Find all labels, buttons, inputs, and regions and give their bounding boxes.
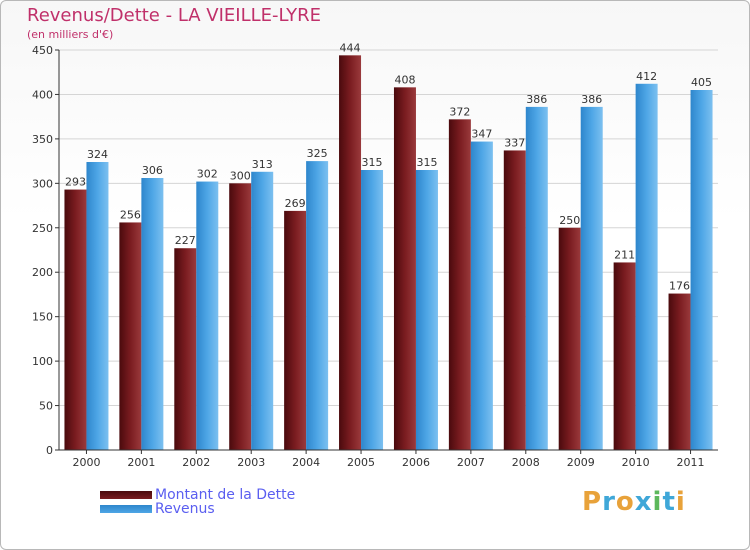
bar-revenus: [86, 162, 109, 450]
data-label-revenus: 325: [307, 147, 328, 160]
bar-revenus: [196, 181, 219, 451]
data-label-dette: 293: [65, 176, 86, 189]
y-tick-label: 50: [39, 400, 53, 413]
data-label-revenus: 347: [471, 128, 492, 141]
bar-dette: [174, 248, 197, 450]
logo-letter: x: [634, 487, 653, 517]
bar-revenus: [415, 170, 438, 450]
x-tick-label: 2002: [182, 456, 210, 469]
data-label-dette: 269: [285, 197, 306, 210]
proxiti-logo: Proxiti: [582, 487, 686, 517]
bar-revenus: [635, 83, 658, 451]
chart-subtitle: (en milliers d'€): [27, 28, 114, 41]
logo-letter: i: [652, 487, 663, 517]
logo-letter: o: [615, 487, 635, 517]
data-label-revenus: 313: [252, 158, 273, 171]
data-label-dette: 250: [559, 214, 580, 227]
bar-revenus: [690, 90, 713, 450]
legend-label-revenus: Revenus: [155, 501, 215, 517]
bar-dette: [64, 189, 87, 451]
legend-swatch-dette: [100, 491, 152, 499]
y-tick-label: 100: [32, 355, 53, 368]
bar-revenus: [580, 106, 603, 450]
y-tick-label: 200: [32, 266, 53, 279]
x-tick-label: 2004: [292, 456, 320, 469]
data-label-dette: 444: [340, 41, 361, 54]
y-tick-label: 0: [46, 444, 53, 457]
bar-revenus: [306, 161, 329, 450]
gridlines: [59, 49, 718, 407]
data-label-dette: 176: [669, 280, 690, 293]
bar-dette: [119, 222, 142, 450]
bar-dette: [668, 293, 691, 450]
x-tick-label: 2003: [237, 456, 265, 469]
data-label-dette: 408: [394, 73, 415, 86]
x-tick-label: 2000: [72, 456, 100, 469]
bars: [64, 55, 713, 451]
x-tick-label: 2010: [622, 456, 650, 469]
y-tick-label: 350: [32, 133, 53, 146]
data-label-revenus: 315: [362, 156, 383, 169]
x-tick-label: 2005: [347, 456, 375, 469]
bar-dette: [613, 262, 636, 450]
bar-revenus: [525, 106, 548, 450]
data-label-dette: 372: [449, 105, 470, 118]
bar-revenus: [361, 170, 384, 450]
logo-letter: t: [662, 487, 676, 517]
logo-letter: r: [602, 487, 616, 517]
logo-letter: P: [582, 487, 603, 517]
y-tick-label: 400: [32, 88, 53, 101]
x-tick-label: 2011: [677, 456, 705, 469]
data-label-revenus: 386: [526, 93, 547, 106]
legend-label-dette: Montant de la Dette: [155, 487, 296, 503]
legend-swatch-revenus: [100, 505, 152, 513]
x-tick-label: 2001: [127, 456, 155, 469]
data-label-revenus: 306: [142, 164, 163, 177]
y-tick-label: 250: [32, 222, 53, 235]
bar-dette: [558, 227, 581, 450]
data-label-revenus: 302: [197, 168, 218, 181]
data-label-dette: 337: [504, 136, 525, 149]
data-label-revenus: 405: [691, 76, 712, 89]
y-tick-label: 150: [32, 311, 53, 324]
x-tick-label: 2008: [512, 456, 540, 469]
bar-dette: [503, 150, 526, 450]
y-tick-label: 450: [32, 44, 53, 57]
data-label-revenus: 315: [416, 156, 437, 169]
data-label-dette: 227: [175, 234, 196, 247]
data-label-revenus: 412: [636, 70, 657, 83]
logo-letter: i: [675, 487, 686, 517]
bar-dette: [339, 55, 362, 450]
bar-revenus: [251, 171, 274, 450]
data-label-revenus: 386: [581, 93, 602, 106]
bar-revenus: [470, 141, 493, 451]
bar-dette: [284, 210, 307, 450]
data-label-revenus: 324: [87, 148, 108, 161]
x-tick-label: 2007: [457, 456, 485, 469]
bar-dette: [229, 183, 252, 451]
bar-revenus: [141, 178, 164, 450]
x-tick-label: 2006: [402, 456, 430, 469]
data-label-dette: 256: [120, 208, 141, 221]
bar-dette: [448, 119, 471, 450]
data-label-dette: 300: [230, 169, 251, 182]
chart-title: Revenus/Dette - LA VIEILLE-LYRE: [27, 5, 322, 26]
bar-dette: [393, 87, 416, 450]
data-label-dette: 211: [614, 248, 635, 261]
axes: 0 50 100 150 200 250 300 350 400 450 2000 2001 2002 2…: [32, 44, 718, 469]
x-tick-label: 2009: [567, 456, 595, 469]
y-tick-label: 300: [32, 177, 53, 190]
